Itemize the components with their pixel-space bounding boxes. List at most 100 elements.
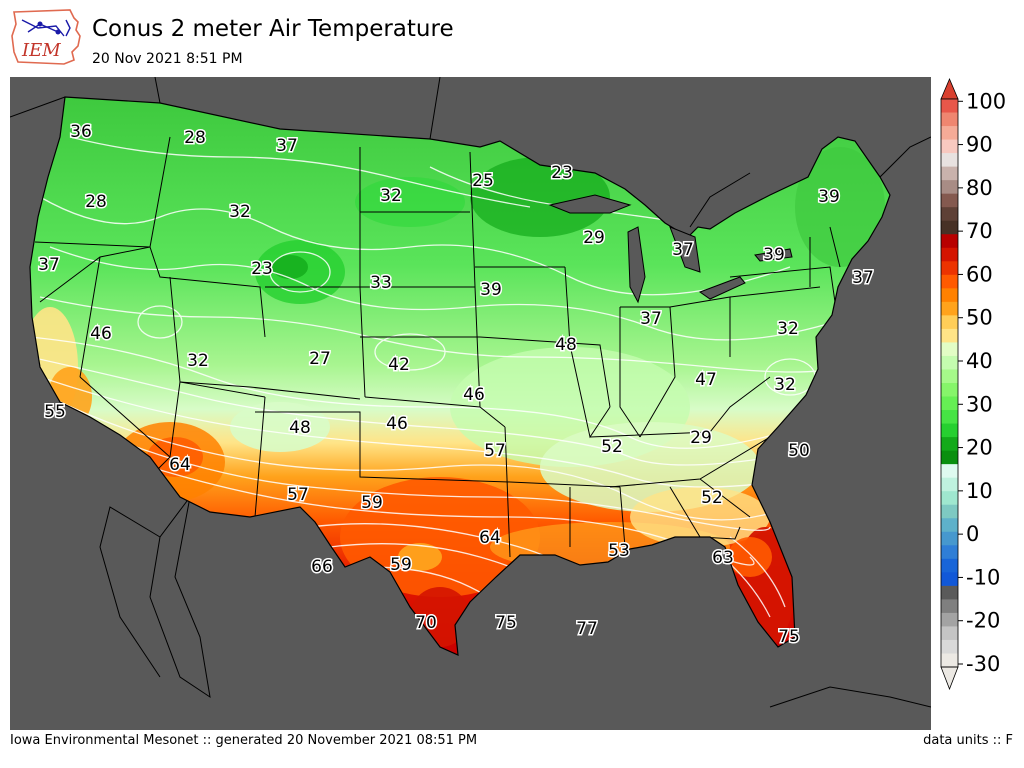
colorbar-tick-label: 30 bbox=[966, 392, 993, 416]
colorbar-segment bbox=[941, 355, 958, 370]
station-temp-label: 23 bbox=[251, 259, 273, 279]
colorbar-segment bbox=[941, 491, 958, 506]
colorbar-segment bbox=[941, 477, 958, 492]
station-temp-label: 37 bbox=[672, 240, 694, 260]
lake-huron bbox=[669, 226, 701, 273]
colorbar-segment bbox=[941, 531, 958, 546]
colorbar-segment bbox=[941, 193, 958, 208]
lake-superior bbox=[548, 194, 632, 214]
colorbar-segment bbox=[941, 396, 958, 411]
colorbar-segment bbox=[941, 518, 958, 533]
colorbar-min-arrow bbox=[940, 666, 959, 691]
station-temp-label: 63 bbox=[712, 548, 734, 568]
colorbar-segment bbox=[941, 464, 958, 479]
station-temp-label: 29 bbox=[690, 428, 712, 448]
footer-credit: Iowa Environmental Mesonet :: generated … bbox=[10, 733, 478, 748]
station-temp-label: 64 bbox=[479, 528, 501, 548]
colorbar-segment bbox=[941, 112, 958, 127]
colorbar-segment bbox=[941, 166, 958, 181]
station-temp-label: 46 bbox=[463, 385, 485, 405]
colorbar-segment bbox=[941, 288, 958, 303]
station-temp-label: 33 bbox=[370, 273, 392, 293]
colorbar-segment bbox=[941, 301, 958, 316]
colorbar-segment bbox=[941, 653, 958, 668]
colorbar-segment bbox=[941, 558, 958, 573]
colorbar-tick-label: 20 bbox=[966, 436, 993, 460]
station-temp-label: 46 bbox=[90, 324, 112, 344]
colorbar-segment bbox=[941, 545, 958, 560]
colorbar-max-arrow bbox=[940, 77, 959, 100]
colorbar-tick-label: 90 bbox=[966, 133, 993, 157]
colorbar-segment bbox=[941, 328, 958, 343]
station-temp-label: 27 bbox=[309, 349, 331, 369]
colorbar-segment bbox=[941, 274, 958, 289]
station-temp-label: 39 bbox=[818, 187, 840, 207]
station-temp-label: 52 bbox=[701, 488, 723, 508]
station-temp-label: 48 bbox=[289, 418, 311, 438]
colorbar-segment bbox=[941, 234, 958, 249]
colorbar-segment bbox=[941, 572, 958, 587]
colorbar-segment bbox=[941, 639, 958, 654]
colorbar-segment bbox=[941, 207, 958, 222]
logo-text: IEM bbox=[21, 40, 61, 61]
colorbar-tick-label: -10 bbox=[966, 565, 1000, 589]
colorbar-tick-label: 70 bbox=[966, 219, 993, 243]
colorbar-segment bbox=[941, 220, 958, 235]
cuba-outline bbox=[769, 686, 931, 708]
colorbar-tick-label: 0 bbox=[966, 522, 979, 546]
colorbar-segment bbox=[941, 261, 958, 276]
station-temp-label: 32 bbox=[229, 202, 251, 222]
station-temp-label: 59 bbox=[361, 493, 383, 513]
colorbar-segment bbox=[941, 126, 958, 141]
colorbar-segment bbox=[941, 247, 958, 262]
colorbar-segment bbox=[941, 315, 958, 330]
lake-erie bbox=[698, 276, 746, 300]
colorbar-segment bbox=[941, 383, 958, 398]
baja-outline bbox=[149, 496, 211, 699]
station-temp-label: 23 bbox=[551, 163, 573, 183]
station-temp-label: 64 bbox=[169, 455, 191, 475]
station-temp-label: 29 bbox=[583, 228, 605, 248]
station-temp-label: 32 bbox=[380, 186, 402, 206]
map-title: Conus 2 meter Air Temperature bbox=[92, 16, 454, 42]
colorbar-segment bbox=[941, 437, 958, 452]
station-temp-label: 75 bbox=[778, 627, 800, 647]
colorbar-segment bbox=[941, 450, 958, 465]
colorbar-segment bbox=[941, 99, 958, 114]
station-temp-label: 47 bbox=[695, 370, 717, 390]
station-temp-label: 25 bbox=[472, 171, 494, 191]
station-temp-label: 57 bbox=[484, 441, 506, 461]
station-temp-label: 66 bbox=[311, 557, 333, 577]
station-temp-label: 53 bbox=[608, 541, 630, 561]
footer-units: data units :: F bbox=[923, 733, 1013, 748]
map-timestamp: 20 Nov 2021 8:51 PM bbox=[92, 51, 243, 67]
colorbar-segment bbox=[941, 504, 958, 519]
station-temp-label: 32 bbox=[777, 319, 799, 339]
station-temp-label: 37 bbox=[640, 309, 662, 329]
temperature-colorbar: 1101009080706050403020100-10-20-30 bbox=[936, 46, 1024, 697]
colorbar-segment bbox=[941, 180, 958, 195]
colorbar-segment bbox=[941, 342, 958, 357]
colorbar-segment bbox=[941, 599, 958, 614]
station-temp-label: 32 bbox=[187, 351, 209, 371]
station-temp-label: 37 bbox=[38, 255, 60, 275]
station-temp-label: 28 bbox=[184, 128, 206, 148]
station-temp-label: 39 bbox=[763, 245, 785, 265]
colorbar-segment bbox=[941, 626, 958, 641]
station-temp-label: 42 bbox=[388, 355, 410, 375]
station-temp-label: 46 bbox=[386, 414, 408, 434]
colorbar-segment bbox=[941, 612, 958, 627]
colorbar-tick-label: -20 bbox=[966, 609, 1000, 633]
station-temp-label: 52 bbox=[601, 437, 623, 457]
colorbar-segment bbox=[941, 139, 958, 154]
colorbar-segment bbox=[941, 369, 958, 384]
station-temp-label: 55 bbox=[44, 402, 66, 422]
station-temp-label: 32 bbox=[774, 375, 796, 395]
colorbar-tick-label: 100 bbox=[966, 89, 1006, 113]
station-temp-label: 75 bbox=[495, 613, 517, 633]
station-temp-label: 36 bbox=[70, 122, 92, 142]
iem-logo: IEM bbox=[8, 6, 86, 66]
station-temp-label: 48 bbox=[555, 335, 577, 355]
temperature-map: 36 28 37 25 23 28 32 32 29 39 37 39 37 23 33 39 37 46 37 32… bbox=[10, 77, 931, 730]
colorbar-segment bbox=[941, 585, 958, 600]
